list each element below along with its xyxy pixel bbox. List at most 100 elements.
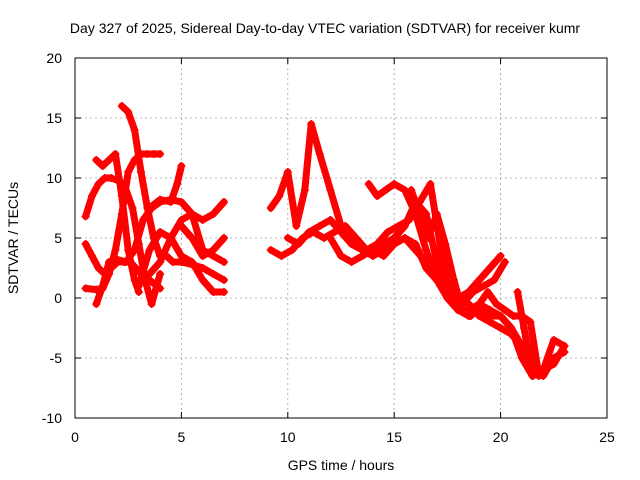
data-point-marker — [219, 234, 228, 242]
data-point-marker — [156, 284, 165, 293]
data-point-marker — [475, 300, 484, 308]
data-point-marker — [188, 234, 197, 242]
data-point-marker — [400, 234, 409, 242]
x-tick-label: 10 — [280, 429, 296, 445]
series-arc-9 — [177, 222, 228, 260]
data-point-marker — [107, 174, 116, 182]
data-point-marker — [92, 156, 101, 164]
chart-title: Day 327 of 2025, Sidereal Day-to-day VTE… — [70, 20, 580, 36]
data-point-marker — [177, 252, 186, 260]
data-point-marker — [307, 120, 316, 128]
data-point-marker — [485, 318, 494, 326]
data-point-marker — [130, 126, 139, 134]
series-path — [92, 150, 143, 296]
data-point-marker — [105, 156, 114, 164]
data-point-marker — [122, 258, 131, 266]
data-point-marker — [128, 204, 137, 212]
data-point-marker — [432, 276, 441, 284]
data-point-marker — [475, 276, 484, 284]
data-point-marker — [337, 228, 345, 236]
y-tick-label: 5 — [54, 230, 62, 246]
series-path — [146, 198, 228, 278]
data-point-marker — [464, 300, 473, 308]
data-point-marker — [219, 288, 228, 296]
data-point-marker — [111, 150, 120, 158]
data-point-marker — [358, 252, 367, 260]
data-point-marker — [379, 252, 388, 260]
data-point-marker — [136, 168, 145, 176]
data-point-marker — [479, 282, 488, 290]
data-point-marker — [134, 282, 143, 290]
data-point-marker — [219, 258, 228, 266]
series-path — [267, 120, 505, 302]
data-point-marker — [526, 318, 535, 326]
data-point-marker — [94, 180, 103, 188]
data-point-marker — [188, 210, 197, 218]
data-point-marker — [415, 210, 424, 218]
data-point-marker — [432, 210, 441, 218]
data-point-marker — [294, 240, 303, 248]
series-arc-10 — [134, 228, 228, 296]
data-point-marker — [166, 198, 175, 206]
data-point-marker — [507, 330, 516, 338]
data-point-marker — [156, 258, 165, 266]
data-point-marker — [347, 258, 356, 266]
data-point-marker — [124, 108, 133, 116]
x-tick-label: 15 — [386, 429, 402, 445]
data-point-marker — [168, 258, 177, 266]
data-point-marker — [117, 102, 126, 110]
data-point-marker — [390, 240, 399, 248]
series-arc-17 — [513, 288, 535, 368]
data-point-marker — [156, 195, 165, 204]
data-point-marker — [500, 258, 509, 266]
data-point-marker — [364, 180, 373, 188]
x-axis-ticks: 0 5 10 15 20 25 — [71, 58, 615, 445]
y-axis-ticks: -10 -5 0 5 10 15 20 — [42, 50, 607, 426]
y-axis-label: SDTVAR / TECUs — [5, 182, 21, 294]
data-point-marker — [300, 186, 309, 194]
data-point-marker — [198, 264, 207, 272]
data-point-marker — [513, 288, 522, 296]
data-point-marker — [283, 168, 292, 176]
data-point-marker — [379, 240, 388, 248]
data-point-marker — [381, 186, 390, 194]
data-point-marker — [145, 204, 154, 212]
data-point-marker — [400, 222, 409, 230]
data-point-marker — [117, 192, 126, 200]
data-point-marker — [283, 234, 292, 242]
y-tick-label: 0 — [54, 290, 62, 306]
data-point-marker — [422, 246, 431, 254]
data-point-marker — [341, 222, 350, 230]
data-point-marker — [492, 300, 501, 308]
data-point-marker — [275, 192, 284, 200]
data-point-marker — [177, 162, 186, 170]
data-point-marker — [105, 258, 114, 266]
y-tick-label: -10 — [42, 410, 62, 426]
data-point-marker — [266, 246, 275, 254]
data-point-marker — [92, 300, 101, 308]
data-point-marker — [81, 240, 90, 248]
data-point-marker — [292, 222, 301, 230]
data-point-marker — [147, 300, 156, 308]
data-point-marker — [490, 276, 499, 284]
data-point-marker — [209, 246, 218, 254]
data-point-marker — [198, 276, 207, 284]
data-point-marker — [496, 312, 505, 320]
data-point-marker — [534, 372, 543, 380]
data-point-marker — [351, 234, 360, 242]
data-point-marker — [219, 276, 228, 284]
data-point-marker — [441, 240, 450, 248]
data-point-marker — [113, 255, 122, 264]
data-point-marker — [466, 312, 475, 320]
data-point-marker — [130, 246, 139, 254]
data-point-marker — [458, 306, 467, 314]
data-point-marker — [407, 186, 416, 194]
data-point-marker — [209, 270, 218, 278]
x-tick-label: 20 — [493, 429, 509, 445]
data-point-marker — [326, 216, 335, 224]
data-point-marker — [98, 162, 107, 170]
data-point-marker — [111, 246, 120, 254]
data-point-marker — [288, 246, 297, 254]
data-point-marker — [156, 150, 165, 158]
data-point-marker — [124, 168, 133, 176]
